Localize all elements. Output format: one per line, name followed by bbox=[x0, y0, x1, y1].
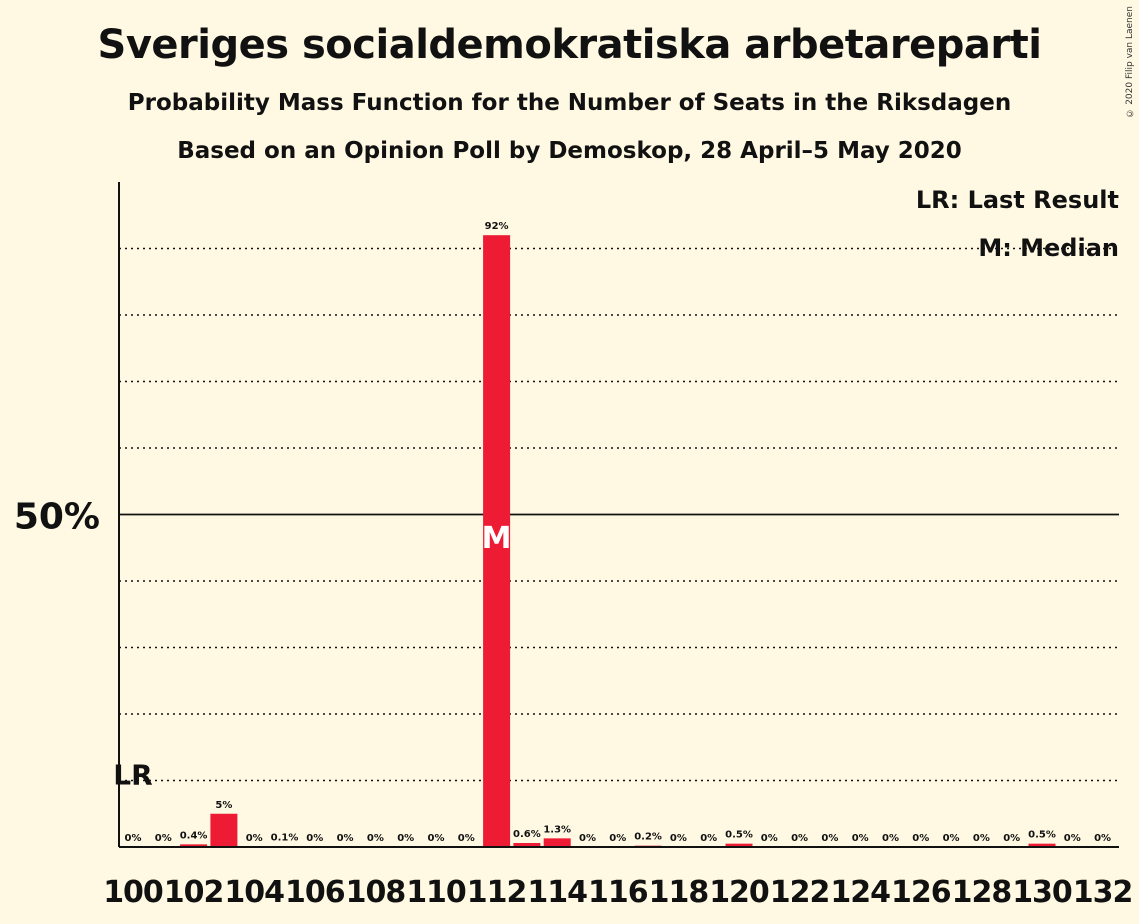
x-tick-label: 100 bbox=[103, 875, 163, 910]
bar-value-label: 0% bbox=[246, 833, 263, 844]
bar-value-label: 0.1% bbox=[271, 832, 299, 843]
bar-value-label: 0% bbox=[700, 833, 717, 844]
bar bbox=[1028, 843, 1056, 847]
x-tick-label: 126 bbox=[891, 875, 951, 910]
bar-value-label: 0.4% bbox=[180, 830, 208, 841]
bar-value-label: 0% bbox=[367, 833, 384, 844]
bar-value-label: 0.2% bbox=[634, 832, 662, 843]
x-tick-label: 132 bbox=[1073, 875, 1133, 910]
x-tick-label: 116 bbox=[588, 875, 648, 910]
bar bbox=[513, 843, 541, 847]
bar-value-label: 0% bbox=[397, 833, 414, 844]
x-tick-label: 108 bbox=[346, 875, 406, 910]
x-tick-label: 104 bbox=[224, 875, 284, 910]
bar-value-label: 5% bbox=[215, 800, 232, 811]
chart-title: Sveriges socialdemokratiska arbetarepart… bbox=[97, 22, 1042, 68]
bar-value-label: 0% bbox=[1064, 833, 1081, 844]
bar-value-label: 0% bbox=[306, 833, 323, 844]
x-tick-label: 130 bbox=[1012, 875, 1072, 910]
x-tick-label: 112 bbox=[467, 875, 527, 910]
bar-value-label: 92% bbox=[485, 221, 509, 232]
bar-value-label: 0% bbox=[1003, 833, 1020, 844]
bar-value-label: 0% bbox=[337, 833, 354, 844]
bar bbox=[180, 844, 208, 847]
median-marker: M bbox=[482, 521, 512, 556]
bar-value-label: 0% bbox=[791, 833, 808, 844]
x-tick-label: 114 bbox=[527, 875, 587, 910]
x-tick-label: 110 bbox=[406, 875, 466, 910]
bar-value-label: 0% bbox=[125, 833, 142, 844]
bar bbox=[210, 813, 238, 847]
bar-value-label: 0.5% bbox=[725, 830, 753, 841]
bar-value-label: 0.5% bbox=[1028, 830, 1056, 841]
bar-value-label: 0.6% bbox=[513, 829, 541, 840]
chart-subtitle: Probability Mass Function for the Number… bbox=[127, 90, 1012, 116]
x-tick-label: 102 bbox=[164, 875, 224, 910]
bar-value-label: 0% bbox=[155, 833, 172, 844]
bar-value-label: 0% bbox=[882, 833, 899, 844]
y-tick-label: 50% bbox=[14, 497, 100, 538]
x-tick-label: 124 bbox=[830, 875, 890, 910]
x-tick-label: 128 bbox=[952, 875, 1012, 910]
bar-value-label: 0% bbox=[428, 833, 445, 844]
x-tick-label: 120 bbox=[709, 875, 769, 910]
x-tick-label: 118 bbox=[649, 875, 709, 910]
bar-value-label: 0% bbox=[609, 833, 626, 844]
bar-value-label: 0% bbox=[579, 833, 596, 844]
bar-value-label: 0% bbox=[973, 833, 990, 844]
bar-value-label: 0% bbox=[852, 833, 869, 844]
bar-value-label: 1.3% bbox=[543, 824, 571, 835]
bar-value-label: 0% bbox=[912, 833, 929, 844]
legend-last-result: LR: Last Result bbox=[915, 186, 1119, 214]
bar bbox=[725, 843, 753, 847]
legend-median: M: Median bbox=[978, 234, 1119, 262]
bar bbox=[483, 235, 511, 847]
bar-value-label: 0% bbox=[458, 833, 475, 844]
bar bbox=[543, 838, 571, 847]
bar-value-label: 0% bbox=[1094, 833, 1111, 844]
bar-value-label: 0% bbox=[761, 833, 778, 844]
x-tick-label: 106 bbox=[285, 875, 345, 910]
bar-value-label: 0% bbox=[670, 833, 687, 844]
x-tick-label: 122 bbox=[770, 875, 830, 910]
bar-value-label: 0% bbox=[821, 833, 838, 844]
bar-value-label: 0% bbox=[943, 833, 960, 844]
chart-subtitle-poll: Based on an Opinion Poll by Demoskop, 28… bbox=[177, 138, 962, 164]
